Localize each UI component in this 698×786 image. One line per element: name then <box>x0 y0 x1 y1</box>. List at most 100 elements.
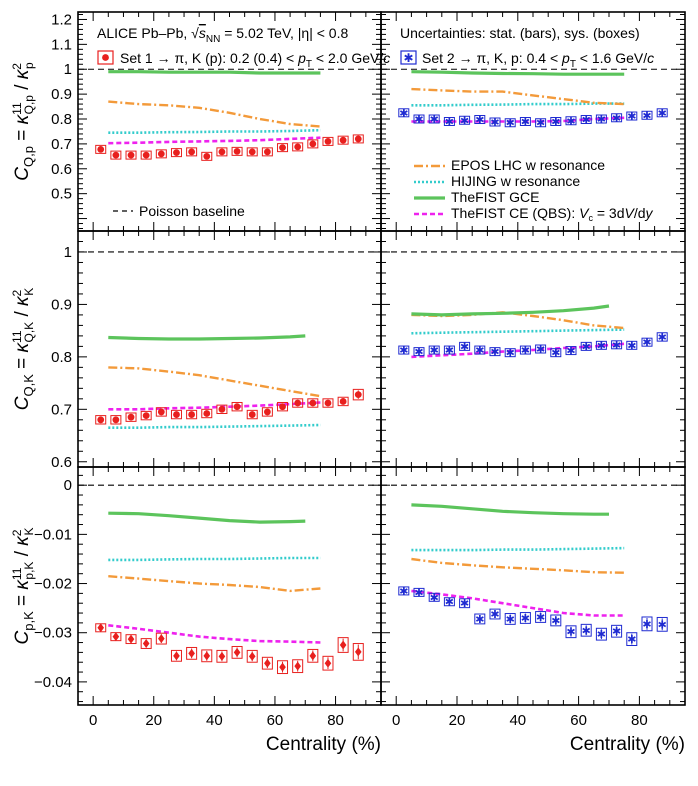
data-point: ✱ <box>656 108 668 120</box>
star-marker: ✱ <box>627 340 636 352</box>
ylabel-kappa: κ <box>12 341 33 352</box>
y-tick-label: 0.6 <box>51 161 72 178</box>
star-marker: ✱ <box>521 117 530 129</box>
star-marker: ✱ <box>536 344 545 356</box>
syst-box <box>277 143 289 153</box>
data-point <box>155 149 167 159</box>
circle-marker <box>173 149 180 157</box>
ylabel-sub: p,K <box>21 611 36 631</box>
model-gce-line <box>411 503 609 516</box>
diamond-marker <box>142 639 150 649</box>
syst-box <box>611 340 623 350</box>
model-ce-line <box>411 116 625 123</box>
panel-frame <box>380 466 686 706</box>
data-point: ✱ <box>413 347 425 359</box>
ylabel-sub: p,K <box>22 562 36 580</box>
data-point <box>352 388 364 401</box>
syst-box <box>216 404 228 415</box>
set2-label: Set 2 → π, K, p: 0.4 < pT < 1.6 GeV/c <box>422 50 654 70</box>
data-point: ✱ <box>611 113 623 125</box>
set-pt-sub: T <box>570 59 576 70</box>
panel-frame <box>77 230 382 468</box>
y-axis-title: CQ,p = κ11Q,p / κ2p <box>10 62 36 181</box>
star-marker: ✱ <box>399 108 408 120</box>
diamond-marker <box>97 623 105 633</box>
syst-box <box>110 415 122 425</box>
x-tick-label: 20 <box>145 712 162 729</box>
circle-marker <box>188 411 196 418</box>
x-tick-label: 0 <box>89 712 97 729</box>
ylabel-sub: Q,p <box>21 146 36 167</box>
star-marker: ✱ <box>582 341 591 353</box>
circle-marker <box>279 403 286 411</box>
syst-box <box>95 415 107 425</box>
x-tick-label: 40 <box>206 712 223 729</box>
set-text: < 1.6 GeV/ <box>576 50 647 66</box>
data-point: ✱ <box>641 110 653 122</box>
set-c: c <box>647 50 654 66</box>
syst-box <box>641 616 653 632</box>
set-c: c <box>383 50 390 66</box>
data-point: ✱ <box>428 345 440 357</box>
data-point: ✱ <box>550 117 562 129</box>
ylabel-slash: / <box>12 306 33 322</box>
legend-sub: c <box>588 213 593 223</box>
header-nn: NN <box>206 34 220 45</box>
ylabel-sub: Q,K <box>21 374 36 397</box>
data-point <box>140 410 152 421</box>
syst-box <box>155 632 167 645</box>
syst-box <box>611 624 623 638</box>
star-marker: ✱ <box>506 348 515 360</box>
data-point: ✱ <box>428 592 440 604</box>
data-point <box>186 147 198 157</box>
data-point: ✱ <box>443 597 455 609</box>
data-point <box>140 638 152 649</box>
data-point <box>110 632 122 642</box>
syst-box <box>307 398 319 408</box>
syst-box <box>186 409 198 420</box>
star-marker: ✱ <box>445 345 454 357</box>
y-tick-label: 0.8 <box>51 349 72 366</box>
syst-box <box>155 149 167 159</box>
syst-box <box>474 345 486 355</box>
ylabel-sub: Q,p <box>22 95 36 115</box>
syst-box <box>110 150 122 160</box>
syst-box <box>140 150 152 160</box>
syst-box <box>565 346 577 356</box>
y-tick-label: −0.02 <box>34 576 72 593</box>
ylabel-sub: K <box>22 528 36 536</box>
circle-marker <box>157 408 165 416</box>
star-marker: ✱ <box>414 347 423 359</box>
model-hijing-line <box>108 128 321 134</box>
data-point: ✱ <box>595 627 607 641</box>
data-point: ✱ <box>580 623 592 637</box>
diamond-marker <box>233 647 241 657</box>
circle-marker <box>248 148 256 156</box>
syst-box <box>580 115 592 125</box>
syst-box <box>443 345 455 355</box>
data-point: ✱ <box>413 587 425 599</box>
syst-box <box>170 409 182 420</box>
syst-box <box>413 587 425 597</box>
syst-box <box>352 134 364 144</box>
data-point: ✱ <box>459 598 471 610</box>
set-pt: p <box>297 50 306 66</box>
star-marker: ✱ <box>582 115 591 127</box>
y-tick-label: 0.7 <box>51 401 72 418</box>
ylabel-sub: Q,K <box>22 322 36 343</box>
model-epos-line <box>108 366 321 398</box>
syst-box <box>550 348 562 358</box>
data-point: ✱ <box>474 613 486 626</box>
syst-box <box>186 147 198 157</box>
data-point <box>216 404 228 415</box>
circle-marker <box>233 403 241 411</box>
data-point <box>246 409 258 420</box>
syst-box <box>474 115 486 125</box>
circle-marker <box>203 410 211 417</box>
panels: 0.50.60.70.80.911.11.2✱✱ ✱ ✱ ✱ ✱ ✱ ✱ ✱ ✱ ✱ ✱ ✱ ✱ ✱ ✱ ✱ ✱… <box>10 11 686 755</box>
circle-marker <box>97 416 105 424</box>
x-tick-label: 80 <box>327 712 344 729</box>
data-point <box>155 632 167 645</box>
ylabel-kappa: κ <box>12 68 33 79</box>
syst-box <box>231 401 243 412</box>
